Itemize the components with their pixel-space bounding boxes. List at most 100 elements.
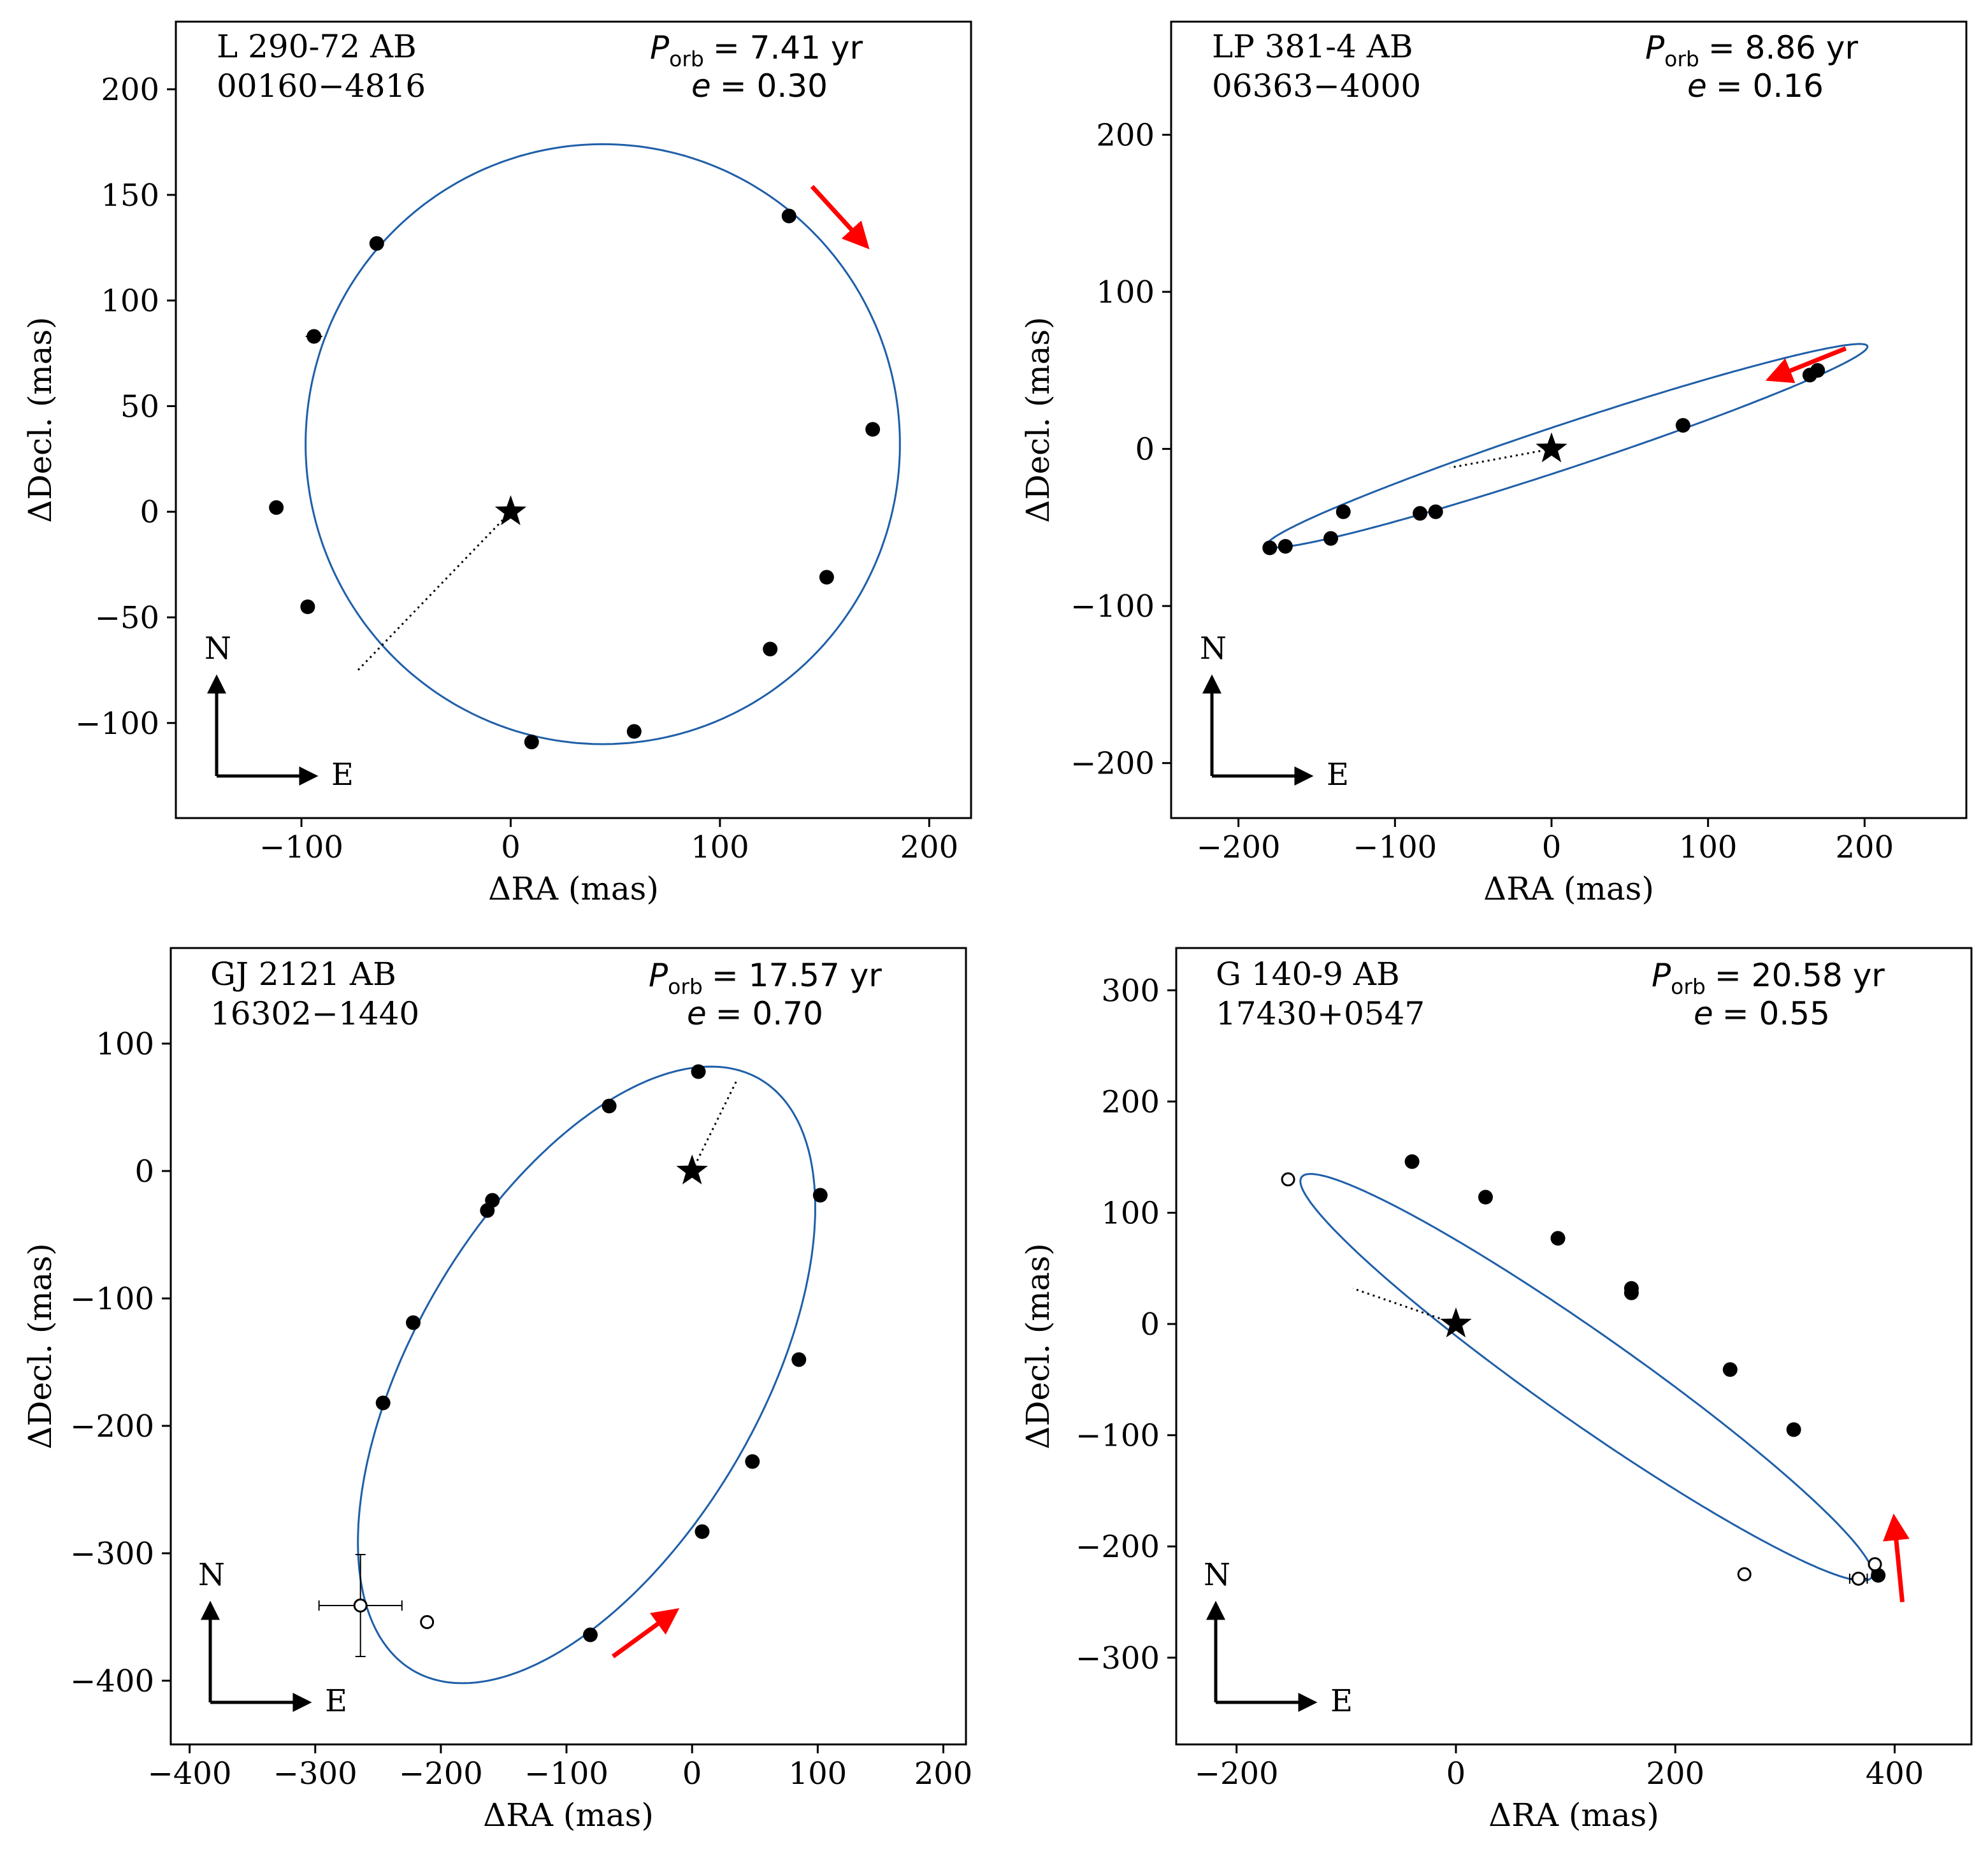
ticks-lp381-4: −200 −100 0 100 200 −200 −100 0 100 200	[1070, 118, 1894, 865]
x-tick-label: 200	[914, 1756, 973, 1792]
ecc-value: = 0.16	[1716, 68, 1824, 104]
data-point	[763, 642, 778, 657]
plot-frame	[175, 20, 972, 819]
x-tick-label: −100	[259, 830, 343, 865]
y-tick-label: −100	[1070, 589, 1155, 624]
compass: N E	[198, 1557, 347, 1719]
data-point	[1871, 1568, 1886, 1583]
y-tick-label: −200	[1070, 746, 1155, 782]
x-tick-label: −200	[1195, 1756, 1279, 1792]
x-tick-label: 200	[1836, 830, 1894, 865]
data-point	[865, 422, 881, 437]
primary-star-marker	[494, 495, 527, 526]
data-point	[1675, 418, 1690, 433]
data-point	[1413, 506, 1428, 521]
star-name: L 290-72 AB	[217, 28, 417, 65]
x-tick-label: 0	[1446, 1756, 1466, 1792]
y-axis-label: ΔDecl. (mas)	[1019, 317, 1056, 522]
open-data-point	[353, 1599, 368, 1613]
y-tick-label: −200	[70, 1409, 154, 1444]
data-point	[812, 1188, 828, 1203]
orbit-ellipse	[305, 143, 901, 745]
periastron-line	[691, 1081, 737, 1172]
y-tick-label: −100	[75, 706, 159, 742]
panel-gj2121: −400 −300 −200 −100 0 100 200 −400 −300 −200 −100 0…	[22, 947, 973, 1834]
data-point	[406, 1315, 421, 1330]
y-axis-label: ΔDecl. (mas)	[22, 1243, 59, 1449]
period-symbol: P	[650, 29, 670, 66]
y-tick-label: 100	[101, 284, 159, 319]
y-tick-label: 0	[140, 494, 159, 530]
data-point	[269, 500, 284, 515]
period-label: Porb = 7.41 yr	[650, 29, 863, 71]
y-tick-label: 50	[120, 389, 159, 424]
period-value: = 8.86 yr	[1708, 29, 1859, 66]
x-tick-label: 200	[1646, 1756, 1704, 1792]
x-tick-label: −200	[1197, 830, 1281, 865]
east-label: E	[1327, 757, 1349, 793]
east-label: E	[325, 1683, 347, 1719]
primary-star-marker	[1440, 1307, 1472, 1338]
y-tick-label: −300	[1076, 1641, 1160, 1676]
star-designation: 16302−1440	[210, 995, 419, 1032]
panel-l290-72: −100 0 100 200 −100 −50 0 50 100 150 200 L 290-72 …	[22, 20, 972, 907]
data-point	[480, 1203, 495, 1218]
x-axis-label: ΔRA (mas)	[1488, 1797, 1659, 1834]
y-tick-label: −300	[70, 1536, 154, 1572]
x-tick-label: 100	[691, 830, 749, 865]
data-point	[1722, 1362, 1738, 1377]
data-point	[695, 1524, 710, 1539]
x-tick-label: 100	[789, 1756, 847, 1792]
star-name: LP 381-4 AB	[1212, 28, 1413, 65]
period-subscript: orb	[669, 47, 704, 71]
data-point	[1262, 540, 1278, 556]
period-subscript: orb	[1671, 974, 1706, 999]
open-data-point	[420, 1615, 435, 1629]
y-tick-label: 0	[134, 1154, 154, 1189]
y-tick-label: 200	[101, 72, 159, 108]
primary-star-marker	[676, 1154, 708, 1184]
open-data-point	[1851, 1571, 1866, 1586]
period-subscript: orb	[668, 974, 703, 999]
ticks-l290-72: −100 0 100 200 −100 −50 0 50 100 150 200	[75, 72, 958, 865]
ecc-value: = 0.55	[1722, 995, 1830, 1032]
plot-area-l290-72	[269, 143, 901, 750]
periastron-line	[357, 511, 512, 671]
x-tick-label: 400	[1866, 1756, 1924, 1792]
data-point	[601, 1098, 617, 1114]
y-tick-label: 0	[1140, 1307, 1160, 1342]
ecc-value: = 0.70	[716, 995, 823, 1032]
period-label: Porb = 17.57 yr	[649, 957, 882, 999]
plot-frame	[1170, 20, 1968, 819]
y-axis-label: ΔDecl. (mas)	[1019, 1243, 1056, 1449]
x-tick-label: 100	[1679, 830, 1738, 865]
eccentricity-label: e = 0.16	[1687, 68, 1824, 104]
period-value: = 17.57 yr	[712, 957, 882, 994]
plot-frame	[169, 947, 967, 1746]
y-tick-label: −100	[70, 1281, 154, 1317]
x-axis-label: ΔRA (mas)	[1483, 870, 1654, 907]
y-tick-label: 100	[96, 1026, 154, 1062]
compass: N E	[1204, 1557, 1353, 1719]
star-name: G 140-9 AB	[1216, 956, 1400, 993]
period-label: Porb = 20.58 yr	[1652, 957, 1885, 999]
period-symbol: P	[1652, 957, 1671, 994]
y-tick-label: 100	[1101, 1196, 1160, 1232]
plot-area-g140-9	[1281, 1154, 1910, 1602]
period-symbol: P	[1645, 29, 1665, 66]
orbit-ellipse	[1299, 1173, 1874, 1582]
y-tick-label: −100	[1076, 1418, 1160, 1454]
ecc-symbol: e	[1687, 68, 1707, 104]
data-point	[781, 208, 796, 224]
plot-frame	[1175, 947, 1973, 1746]
ecc-symbol: e	[1694, 995, 1713, 1032]
data-point	[1428, 504, 1443, 519]
orbital-motion-arrow	[611, 1608, 680, 1658]
y-axis-label: ΔDecl. (mas)	[22, 317, 59, 522]
star-designation: 06363−4000	[1212, 68, 1421, 104]
plot-area-gj2121	[318, 1064, 828, 1685]
data-point	[791, 1352, 807, 1367]
data-point	[300, 599, 315, 614]
compass: N E	[1200, 631, 1349, 793]
data-point	[1278, 538, 1293, 554]
